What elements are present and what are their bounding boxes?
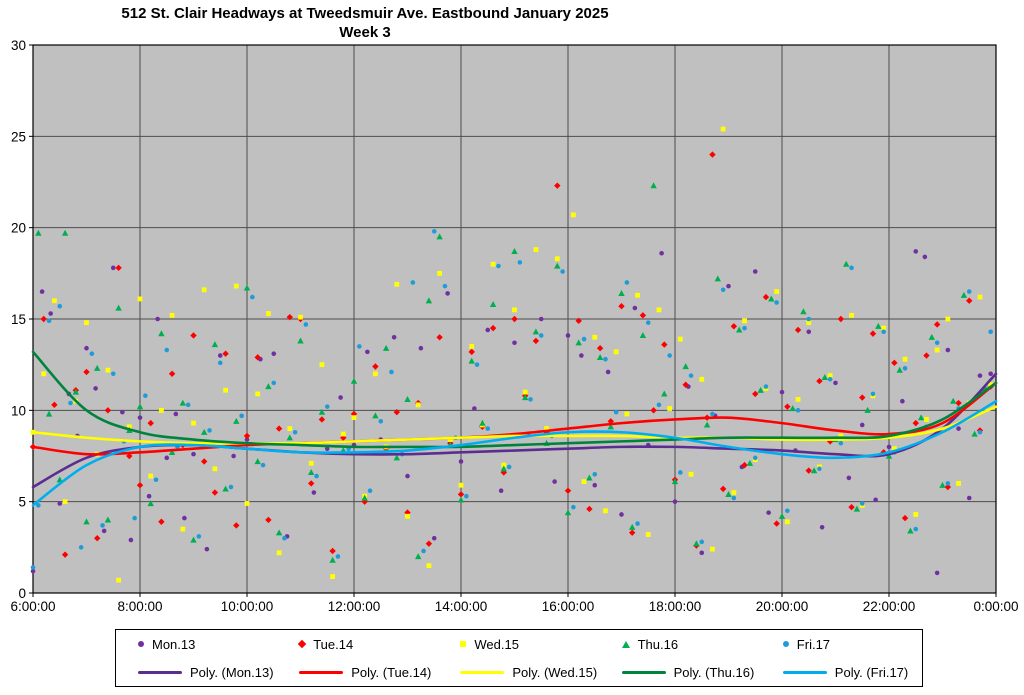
chart-title: 512 St. Clair Headways at Tweedsmuir Ave… xyxy=(0,4,730,42)
legend-label-mon13: Mon.13 xyxy=(152,636,196,652)
legend-label-poly-thu16: Poly. (Thu.16) xyxy=(673,664,755,680)
chart-legend: Mon.13 Tue.14 Wed.15 Thu.16 Fri.17 xyxy=(115,629,923,687)
legend-item-poly-thu16: Poly. (Thu.16) xyxy=(600,665,761,680)
svg-text:18:00:00: 18:00:00 xyxy=(649,599,702,614)
chart-title-line1: 512 St. Clair Headways at Tweedsmuir Ave… xyxy=(121,5,609,22)
legend-item-poly-fri17: Poly. (Fri.17) xyxy=(761,665,922,680)
headways-scatter-chart: 0 5 10 15 20 25 30 6:00:00 8:00:00 10:00:00 12:00:… xyxy=(10,38,1018,614)
legend-label-thu16: Thu.16 xyxy=(637,636,679,652)
tue14-diamond-icon xyxy=(297,639,307,649)
legend-item-thu16: Thu.16 xyxy=(600,637,761,652)
svg-text:22:00:00: 22:00:00 xyxy=(863,599,916,614)
legend-label-poly-fri17: Poly. (Fri.17) xyxy=(834,664,909,680)
svg-text:6:00:00: 6:00:00 xyxy=(10,599,55,614)
svg-text:12:00:00: 12:00:00 xyxy=(328,599,381,614)
poly-wed15-line-icon xyxy=(460,670,505,674)
legend-label-poly-tue14: Poly. (Tue.14) xyxy=(351,664,432,680)
svg-text:8:00:00: 8:00:00 xyxy=(117,599,162,614)
svg-text:10:00:00: 10:00:00 xyxy=(221,599,274,614)
svg-text:15: 15 xyxy=(11,312,26,327)
legend-item-mon13: Mon.13 xyxy=(116,637,277,652)
legend-label-wed15: Wed.15 xyxy=(474,636,519,652)
svg-text:25: 25 xyxy=(11,129,26,144)
legend-item-fri17: Fri.17 xyxy=(761,637,922,652)
svg-text:0:00:00: 0:00:00 xyxy=(973,599,1018,614)
legend-item-poly-tue14: Poly. (Tue.14) xyxy=(277,665,438,680)
legend-item-wed15: Wed.15 xyxy=(438,637,599,652)
legend-label-poly-wed15: Poly. (Wed.15) xyxy=(512,664,598,680)
legend-item-poly-mon13: Poly. (Mon.13) xyxy=(116,665,277,680)
svg-text:20: 20 xyxy=(11,221,26,236)
svg-text:10: 10 xyxy=(11,403,26,418)
svg-text:20:00:00: 20:00:00 xyxy=(756,599,809,614)
legend-item-tue14: Tue.14 xyxy=(277,637,438,652)
svg-text:14:00:00: 14:00:00 xyxy=(435,599,488,614)
poly-fri17-line-icon xyxy=(782,670,827,674)
mon13-dot-icon xyxy=(138,641,144,647)
legend-marker-row: Mon.13 Tue.14 Wed.15 Thu.16 Fri.17 xyxy=(116,630,922,658)
legend-label-fri17: Fri.17 xyxy=(796,636,831,652)
poly-mon13-line-icon xyxy=(138,670,182,674)
poly-thu16-line-icon xyxy=(621,670,666,674)
poly-tue14-line-icon xyxy=(299,670,344,674)
legend-item-poly-wed15: Poly. (Wed.15) xyxy=(438,665,599,680)
thu16-triangle-icon xyxy=(621,640,630,648)
chart-title-line2: Week 3 xyxy=(339,24,391,41)
svg-text:5: 5 xyxy=(18,495,26,510)
svg-text:16:00:00: 16:00:00 xyxy=(542,599,595,614)
wed15-square-icon xyxy=(460,641,467,647)
legend-trend-row: Poly. (Mon.13) Poly. (Tue.14) Poly. (Wed… xyxy=(116,658,922,686)
legend-label-poly-mon13: Poly. (Mon.13) xyxy=(190,664,274,680)
fri17-dot-icon xyxy=(782,641,789,647)
legend-label-tue14: Tue.14 xyxy=(313,636,354,652)
svg-text:30: 30 xyxy=(11,38,26,53)
svg-text:0: 0 xyxy=(18,586,26,601)
